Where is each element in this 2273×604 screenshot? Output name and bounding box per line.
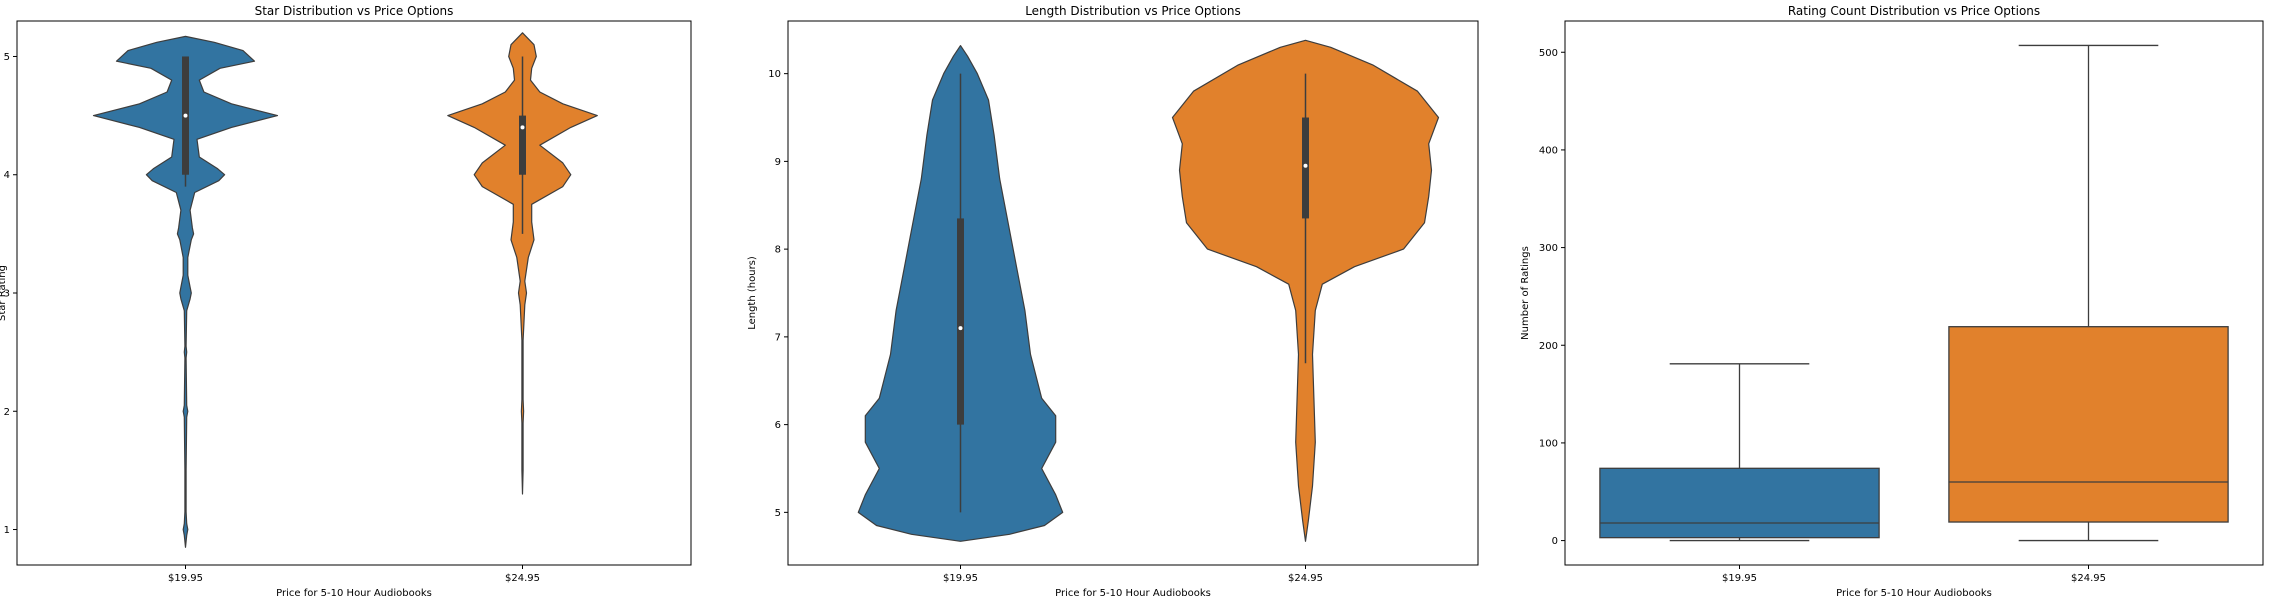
chart-title: Length Distribution vs Price Options bbox=[1025, 4, 1241, 18]
y-tick-label: 3 bbox=[4, 289, 10, 300]
plot-frame bbox=[1564, 20, 2264, 566]
violin-iqr-box bbox=[957, 218, 964, 425]
y-tick-label: 6 bbox=[775, 420, 781, 431]
violin-iqr-box bbox=[1302, 117, 1309, 219]
violin-body bbox=[447, 32, 598, 495]
x-axis-label: Price for 5-10 Hour Audiobooks bbox=[1055, 588, 1211, 599]
x-tick-label: $24.95 bbox=[2071, 573, 2106, 584]
violin-iqr-box bbox=[519, 115, 526, 175]
y-tick-label: 9 bbox=[775, 157, 781, 168]
y-tick-label: 1 bbox=[4, 525, 10, 536]
x-tick-label: $19.95 bbox=[168, 573, 203, 584]
x-axis-label: Price for 5-10 Hour Audiobooks bbox=[1836, 588, 1992, 599]
x-axis-label: Price for 5-10 Hour Audiobooks bbox=[276, 588, 432, 599]
chart-panel-2: Length Distribution vs Price Options Pric… bbox=[747, 4, 1479, 599]
y-axis-label: Number of Ratings bbox=[1520, 246, 1531, 340]
y-tick-label: 300 bbox=[1539, 243, 1558, 254]
y-tick-label: 2 bbox=[4, 407, 10, 418]
plot-frame bbox=[787, 20, 1479, 566]
y-tick-label: 100 bbox=[1539, 438, 1558, 449]
chart-panel-1: Star Distribution vs Price Options Price … bbox=[0, 4, 692, 599]
violin-median-dot bbox=[183, 113, 188, 118]
box-body bbox=[1599, 467, 1880, 539]
y-tick-label: 10 bbox=[768, 69, 781, 80]
y-tick-label: 200 bbox=[1539, 341, 1558, 352]
y-tick-label: 5 bbox=[4, 52, 10, 63]
violin-body bbox=[92, 35, 279, 548]
violin-median-dot bbox=[520, 125, 525, 130]
y-axis-label: Star Rating bbox=[0, 265, 8, 321]
x-tick-label: $24.95 bbox=[505, 573, 540, 584]
x-tick-label: $19.95 bbox=[943, 573, 978, 584]
chart-panel-3: Rating Count Distribution vs Price Optio… bbox=[1520, 4, 2264, 599]
y-tick-label: 5 bbox=[775, 508, 781, 519]
y-tick-label: 8 bbox=[775, 245, 781, 256]
y-tick-label: 0 bbox=[1552, 536, 1558, 547]
x-tick-label: $24.95 bbox=[1288, 573, 1323, 584]
chart-title: Star Distribution vs Price Options bbox=[255, 4, 454, 18]
violin-median-dot bbox=[958, 326, 963, 331]
box-body bbox=[1948, 326, 2229, 523]
y-tick-label: 500 bbox=[1539, 48, 1558, 59]
x-tick-label: $19.95 bbox=[1722, 573, 1757, 584]
y-tick-label: 7 bbox=[775, 332, 781, 343]
violin-median-dot bbox=[1303, 163, 1308, 168]
y-axis-label: Length (hours) bbox=[747, 256, 758, 330]
chart-title: Rating Count Distribution vs Price Optio… bbox=[1788, 4, 2040, 18]
plot-frame bbox=[16, 20, 692, 566]
y-tick-label: 4 bbox=[4, 170, 10, 181]
y-tick-label: 400 bbox=[1539, 145, 1558, 156]
